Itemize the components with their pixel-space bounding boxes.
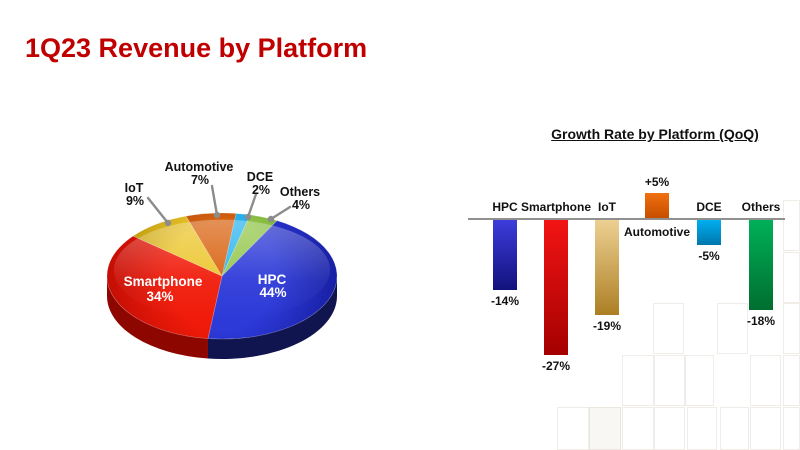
pie-callout-value-others: 4% — [292, 198, 310, 212]
pie-inside-label-smartphone: Smartphone — [124, 274, 203, 289]
pie-leader-dot-automotive — [213, 211, 221, 219]
bar-category-label-iot: IoT — [598, 200, 616, 214]
pie-inside-label-hpc: HPC — [258, 272, 287, 287]
growth-rate-bar-chart: Growth Rate by Platform (QoQ) HPC -14% Sma… — [460, 115, 800, 415]
bar-chart-axis-line — [468, 218, 785, 220]
bar-value-label-automotive: +5% — [644, 175, 670, 189]
bar-value-label-dce: -5% — [698, 249, 720, 263]
pie-gloss-highlight — [113, 219, 331, 321]
bar-category-label-dce: DCE — [696, 200, 722, 214]
pie-callout-value-automotive: 7% — [191, 173, 209, 187]
bar-automotive — [645, 193, 669, 218]
pie-callout-label-dce: DCE — [247, 170, 273, 184]
pie-inside-value-hpc: 44% — [259, 285, 286, 300]
pie-callout-label-others: Others — [280, 185, 320, 199]
pie-leader-dot-dce — [244, 213, 252, 221]
bar-value-label-smartphone: -27% — [541, 359, 570, 373]
bar-value-label-iot: -19% — [592, 319, 621, 333]
bar-chart-title: Growth Rate by Platform (QoQ) — [551, 126, 759, 142]
revenue-pie-chart: IoT 9% Automotive 7% DCE 2% Others 4% HPC 44% Smar… — [40, 150, 360, 380]
bar-smartphone — [544, 220, 568, 355]
pie-callout-value-iot: 9% — [126, 194, 144, 208]
pie-leader-line-dce — [246, 192, 258, 219]
bar-dce — [697, 220, 721, 245]
pie-callout-value-dce: 2% — [252, 183, 270, 197]
bar-category-label-hpc: HPC — [492, 200, 518, 214]
pie-inside-value-smartphone: 34% — [146, 289, 173, 304]
bar-hpc — [493, 220, 517, 290]
page-title: 1Q23 Revenue by Platform — [25, 33, 368, 63]
bar-category-label-others: Others — [741, 200, 781, 214]
pie-leader-dot-others — [267, 215, 275, 223]
bar-iot — [595, 220, 619, 315]
bar-value-label-hpc: -14% — [490, 294, 519, 308]
pie-callout-label-automotive: Automotive — [165, 160, 234, 174]
bar-others — [749, 220, 773, 310]
pie-callout-label-iot: IoT — [125, 181, 144, 195]
pie-leader-line-automotive — [210, 184, 219, 217]
pie-slice-rim-smartphone — [107, 276, 208, 359]
pie-leader-line-others — [269, 205, 292, 221]
bar-category-label-smartphone: Smartphone — [520, 200, 591, 214]
bar-value-label-others: -18% — [746, 314, 775, 328]
pie-slice-rim-hpc — [207, 276, 337, 359]
pie-leader-dot-iot — [164, 219, 172, 227]
pie-leader-line-iot — [146, 196, 170, 225]
bar-category-label-automotive: Automotive — [624, 225, 690, 239]
